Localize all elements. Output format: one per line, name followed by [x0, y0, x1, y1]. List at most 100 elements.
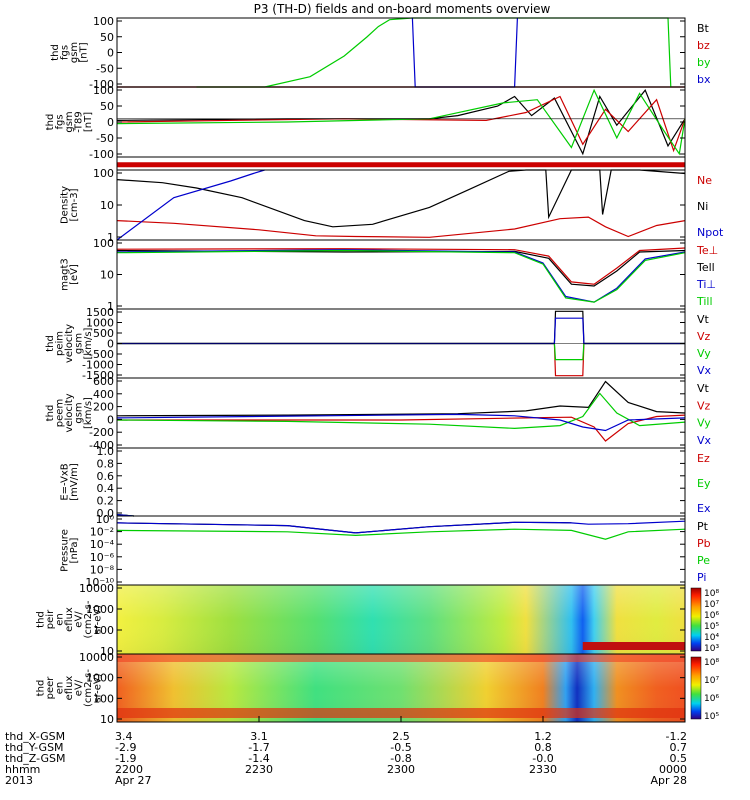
y-axis-label: gsm — [74, 333, 85, 354]
y-tick-label: 10⁻⁶ — [90, 551, 115, 564]
y-axis-label: thd — [45, 114, 56, 131]
colorbar-tick-label: 10⁴ — [704, 633, 719, 643]
y-axis-label: peir — [45, 609, 56, 629]
y-tick-label: 50 — [100, 31, 114, 44]
x-tick-label: -1.2 — [666, 730, 687, 743]
y-axis-label: thd — [45, 405, 56, 422]
spectrogram-band — [117, 654, 685, 662]
y-tick-label: -1000 — [82, 359, 114, 372]
legend-label: Vy — [697, 347, 711, 360]
y-axis-label: thd — [36, 680, 47, 697]
spectrogram-band — [117, 708, 685, 718]
y-tick-label: -200 — [89, 426, 114, 439]
panel-peer_en_eflux: 10⁸ 10⁷ 10⁶ 10⁵ 10000 1000 100 10 thdpeereneflux… — [36, 651, 720, 726]
x-tick-label: -1.4 — [248, 752, 269, 765]
y-axis-label: velocity — [64, 393, 75, 432]
panel-peir_en_eflux: 10⁸10⁷10⁶10⁵10⁴10³10000100010010thdpeire… — [36, 582, 720, 658]
y-tick-label: -50 — [96, 62, 114, 75]
y-tick-label: 100 — [93, 692, 114, 705]
y-tick-label: 0 — [107, 47, 114, 60]
series-line-Vx — [117, 317, 685, 345]
y-tick-label: 100 — [93, 15, 114, 28]
x-tick-label: Apr 27 — [115, 774, 152, 787]
y-tick-label: 10000 — [79, 651, 114, 664]
y-axis-label: eV/ — [74, 679, 85, 696]
y-tick-label: 100 — [93, 167, 114, 180]
y-tick-label: 50 — [100, 100, 114, 113]
y-axis-label: fgs — [55, 114, 66, 129]
x-tick-label: -0.0 — [532, 752, 553, 765]
legend-label: Pe — [697, 554, 710, 567]
y-axis-label: en — [55, 682, 66, 695]
y-axis-label: gsm — [64, 111, 75, 132]
colorbar — [690, 587, 702, 652]
x-tick-label: -1.9 — [115, 752, 136, 765]
series-line-Vz — [117, 342, 685, 377]
colorbar-tick-label: 10⁸ — [704, 589, 719, 599]
series-line-Ni — [116, 169, 686, 228]
x-tick-label: -0.5 — [390, 741, 411, 754]
series-line-Vz — [117, 414, 686, 442]
series-line-Te — [116, 247, 686, 285]
y-tick-label: -500 — [89, 348, 114, 361]
y-tick-label: 10 — [100, 269, 114, 282]
panel-frame — [116, 377, 686, 449]
y-tick-label: 100 — [93, 84, 114, 97]
y-tick-label: 1.0 — [97, 445, 115, 458]
y-axis-label: gsm — [74, 402, 85, 423]
y-tick-label: 10⁻¹⁰ — [85, 576, 114, 589]
legend-label: Vt — [697, 382, 710, 395]
y-axis-label: magt3 — [59, 258, 70, 291]
panel-frame — [116, 447, 686, 517]
legend-label: Vx — [697, 434, 712, 447]
series-line-Ti — [116, 249, 686, 303]
y-axis-label: [nPa] — [69, 537, 80, 563]
y-tick-label: 1 — [107, 231, 114, 244]
legend-label: by — [697, 56, 711, 69]
y-tick-label: 1 — [107, 300, 114, 313]
y-axis-label: sr-eV) — [93, 673, 104, 702]
x-tick-label: 1.2 — [534, 730, 552, 743]
x-tick-label: -0.8 — [390, 752, 411, 765]
series-line-Vt — [116, 380, 686, 417]
colorbar-tick-label: 10⁶ — [704, 611, 719, 621]
y-tick-label: 0.4 — [97, 482, 115, 495]
panel-frame — [116, 515, 686, 586]
colorbar-tick-label: 10⁸ — [704, 658, 719, 668]
panels: 100500-50-100thdfgsgsm[nT]Btbzbybx100500… — [36, 15, 724, 726]
legend-label: Ti⊥ — [696, 278, 716, 291]
series-line-Vt — [117, 310, 685, 345]
legend-label: Vy — [697, 417, 711, 430]
y-tick-label: 600 — [93, 375, 114, 388]
legend-label: Vt — [697, 313, 710, 326]
legend-label: Vz — [697, 330, 711, 343]
legend-label: Bt — [697, 22, 710, 35]
y-tick-label: 0.2 — [97, 495, 115, 508]
series-line-Vx — [116, 413, 686, 432]
y-axis-label: eV/ — [74, 611, 85, 628]
x-tick-label: 0.5 — [670, 752, 688, 765]
y-tick-label: -100 — [89, 148, 114, 161]
y-axis-label: Density — [59, 186, 70, 224]
x-axis-row-label: hhmm — [5, 763, 40, 776]
legend-label: bx — [697, 73, 711, 86]
series-line-Pi — [116, 520, 686, 534]
y-tick-label: -50 — [96, 132, 114, 145]
series-line-by — [196, 17, 672, 88]
y-axis-label: -T89 — [74, 111, 85, 133]
x-tick-label: -1.7 — [248, 741, 269, 754]
colorbar-tick-label: 10⁷ — [704, 676, 719, 686]
colorbar-tick-label: 10⁵ — [704, 712, 719, 722]
y-tick-label: 1500 — [86, 306, 114, 319]
y-axis-label: [km/s] — [83, 327, 94, 359]
y-tick-label: -1500 — [82, 369, 114, 382]
y-axis-label: velocity — [64, 324, 75, 363]
y-tick-label: 10⁻⁴ — [90, 538, 115, 551]
y-axis-label: thd — [45, 335, 56, 352]
y-axis-label: [mV/m] — [69, 463, 80, 501]
legend-label: Ni — [697, 200, 708, 213]
y-tick-label: -100 — [89, 78, 114, 91]
y-axis-label: peem — [55, 399, 66, 427]
